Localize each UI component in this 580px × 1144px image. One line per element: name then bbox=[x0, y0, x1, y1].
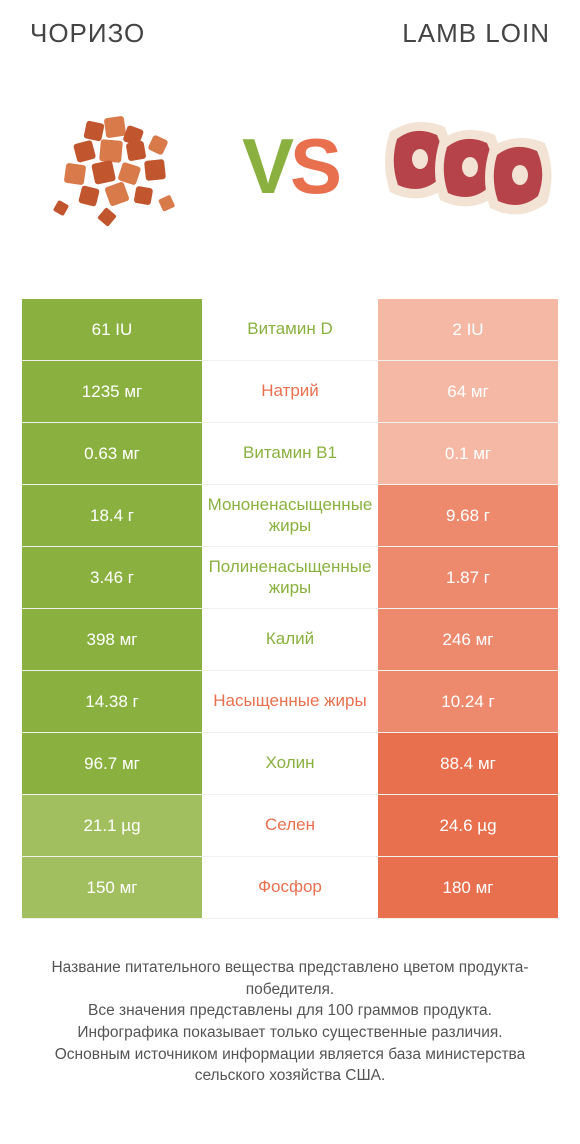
left-value: 21.1 µg bbox=[22, 795, 202, 856]
nutrient-label: Натрий bbox=[202, 361, 378, 422]
lamb-image bbox=[370, 87, 560, 247]
right-value: 9.68 г bbox=[378, 485, 558, 546]
footer-line-2: Все значения представлены для 100 граммо… bbox=[28, 1000, 552, 1022]
left-value: 150 мг bbox=[22, 857, 202, 918]
left-product-title: ЧОРИЗО bbox=[30, 18, 145, 49]
left-value: 1235 мг bbox=[22, 361, 202, 422]
table-row: 21.1 µgСелен24.6 µg bbox=[22, 795, 558, 857]
right-value: 64 мг bbox=[378, 361, 558, 422]
footer-line-4: Основным источником информации является … bbox=[28, 1044, 552, 1087]
right-product-title: LAMB LOIN bbox=[402, 18, 550, 49]
right-value: 0.1 мг bbox=[378, 423, 558, 484]
table-row: 150 мгФосфор180 мг bbox=[22, 857, 558, 919]
table-row: 96.7 мгХолин88.4 мг bbox=[22, 733, 558, 795]
left-value: 96.7 мг bbox=[22, 733, 202, 794]
footer-notes: Название питательного вещества представл… bbox=[0, 919, 580, 1087]
right-value: 1.87 г bbox=[378, 547, 558, 608]
nutrient-label: Витамин D bbox=[202, 299, 378, 360]
table-row: 18.4 гМононенасыщенные жиры9.68 г bbox=[22, 485, 558, 547]
left-value: 18.4 г bbox=[22, 485, 202, 546]
nutrient-label: Витамин B1 bbox=[202, 423, 378, 484]
nutrient-label: Селен bbox=[202, 795, 378, 856]
comparison-table: 61 IUВитамин D2 IU1235 мгНатрий64 мг0.63… bbox=[22, 299, 558, 919]
right-value: 24.6 µg bbox=[378, 795, 558, 856]
footer-line-1: Название питательного вещества представл… bbox=[28, 957, 552, 1000]
chorizo-image bbox=[20, 87, 210, 247]
vs-v: V bbox=[242, 122, 290, 210]
nutrient-label: Холин bbox=[202, 733, 378, 794]
table-row: 398 мгКалий246 мг bbox=[22, 609, 558, 671]
nutrient-label: Насыщенные жиры bbox=[202, 671, 378, 732]
right-value: 180 мг bbox=[378, 857, 558, 918]
vs-label: VS bbox=[242, 121, 338, 212]
right-value: 88.4 мг bbox=[378, 733, 558, 794]
table-row: 61 IUВитамин D2 IU bbox=[22, 299, 558, 361]
left-value: 14.38 г bbox=[22, 671, 202, 732]
footer-line-3: Инфографика показывает только существенн… bbox=[28, 1022, 552, 1044]
nutrient-label: Калий bbox=[202, 609, 378, 670]
header: ЧОРИЗО LAMB LOIN bbox=[0, 0, 580, 59]
nutrient-label: Полиненасыщенные жиры bbox=[202, 547, 378, 608]
chorizo-svg bbox=[25, 92, 205, 242]
nutrient-label: Мононенасыщенные жиры bbox=[202, 485, 378, 546]
left-value: 398 мг bbox=[22, 609, 202, 670]
right-value: 2 IU bbox=[378, 299, 558, 360]
table-row: 3.46 гПолиненасыщенные жиры1.87 г bbox=[22, 547, 558, 609]
right-value: 10.24 г bbox=[378, 671, 558, 732]
right-value: 246 мг bbox=[378, 609, 558, 670]
hero-section: VS bbox=[0, 59, 580, 299]
left-value: 61 IU bbox=[22, 299, 202, 360]
left-value: 0.63 мг bbox=[22, 423, 202, 484]
lamb-svg bbox=[370, 92, 560, 242]
table-row: 0.63 мгВитамин B10.1 мг bbox=[22, 423, 558, 485]
vs-s: S bbox=[290, 122, 338, 210]
table-row: 14.38 гНасыщенные жиры10.24 г bbox=[22, 671, 558, 733]
left-value: 3.46 г bbox=[22, 547, 202, 608]
nutrient-label: Фосфор bbox=[202, 857, 378, 918]
table-row: 1235 мгНатрий64 мг bbox=[22, 361, 558, 423]
